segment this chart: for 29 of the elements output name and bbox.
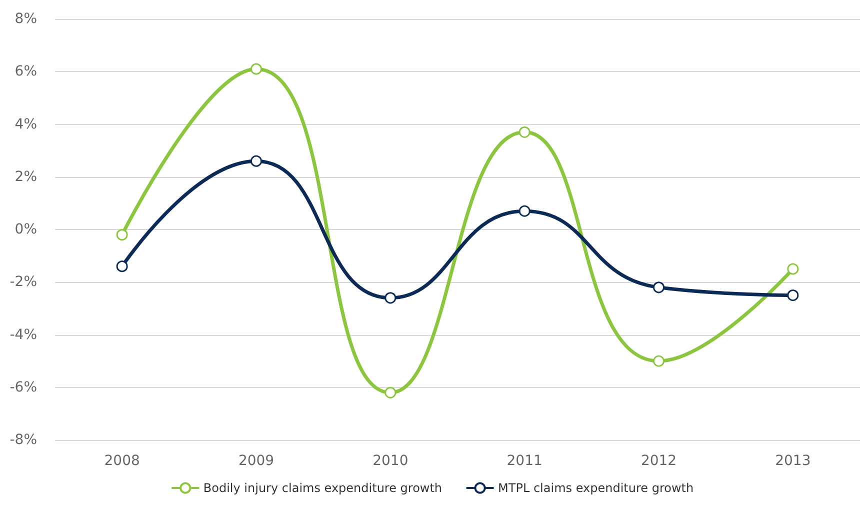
y-tick-label: 6% (14, 64, 37, 80)
x-tick-label: 2009 (238, 453, 274, 469)
x-tick-label: 2008 (104, 453, 140, 469)
point (787, 263, 799, 275)
y-tick-label: 8% (14, 11, 37, 27)
point (116, 260, 128, 272)
point (787, 290, 799, 302)
point (518, 205, 530, 217)
legend-label: MTPL claims expenditure growth (498, 481, 694, 495)
y-tick-label: -8% (10, 432, 37, 448)
point (518, 126, 530, 138)
point (116, 229, 128, 241)
point (384, 292, 396, 304)
x-tick-label: 2011 (506, 453, 542, 469)
y-tick-label: -4% (10, 326, 37, 343)
legend-label: Bodily injury claims expenditure growth (203, 481, 442, 495)
y-tick-label: -2% (10, 274, 37, 290)
y-tick-label: 0% (14, 222, 37, 238)
point (384, 386, 396, 398)
y-tick-label: 4% (14, 116, 37, 132)
y-tick-label: 2% (14, 168, 37, 185)
point (653, 355, 664, 367)
point (250, 155, 262, 167)
point (653, 282, 664, 294)
x-tick-label: 2012 (640, 453, 677, 469)
x-tick-label: 2013 (775, 453, 811, 469)
y-tick-label: -6% (10, 379, 37, 396)
x-tick-label: 2010 (372, 453, 408, 469)
point (250, 63, 262, 75)
